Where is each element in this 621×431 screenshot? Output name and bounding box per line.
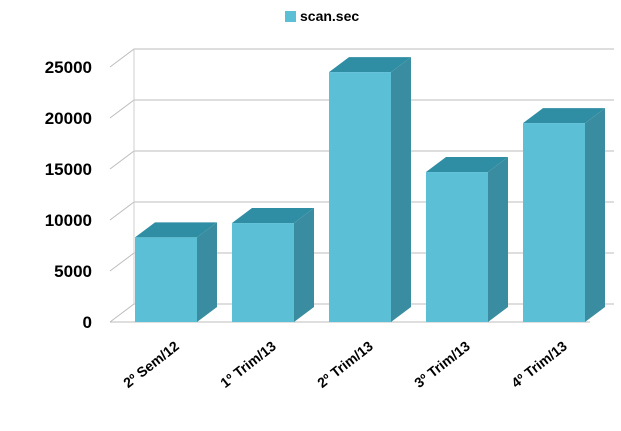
bar — [523, 108, 605, 322]
bar — [426, 157, 508, 322]
bar-side-face — [197, 222, 217, 322]
bar-top-face — [426, 157, 508, 173]
bar-top-face — [523, 108, 605, 124]
x-tick-label: 4º Trim/13 — [508, 338, 570, 391]
bar-front-face — [329, 72, 391, 322]
bar — [232, 208, 314, 322]
bar-front-face — [232, 223, 294, 322]
y-tick-label: 5000 — [54, 262, 92, 281]
bar — [329, 57, 411, 322]
x-tick-label: 2º Sem/12 — [120, 338, 182, 391]
bar-side-face — [294, 208, 314, 322]
y-tick-label: 15000 — [45, 160, 92, 179]
x-tick-label: 3º Trim/13 — [411, 338, 473, 391]
y-tick-label: 25000 — [45, 58, 92, 77]
x-axis-ticks: 2º Sem/12 1º Trim/13 2º Trim/13 3º Trim/13 4… — [120, 338, 570, 391]
bars — [135, 57, 605, 322]
legend: scan.sec — [285, 8, 359, 24]
bar-front-face — [523, 123, 585, 322]
bar — [135, 222, 217, 322]
x-tick-label: 2º Trim/13 — [314, 338, 376, 391]
bar-front-face — [426, 172, 488, 322]
legend-label: scan.sec — [300, 8, 359, 24]
y-tick-label: 0 — [83, 313, 92, 332]
bar-side-face — [391, 57, 411, 322]
bar-side-face — [488, 157, 508, 322]
bar-top-face — [329, 57, 411, 73]
bar-top-face — [135, 222, 217, 238]
bar-front-face — [135, 237, 197, 322]
bar-side-face — [585, 108, 605, 322]
x-tick-label: 1º Trim/13 — [217, 338, 279, 391]
bar-top-face — [232, 208, 314, 224]
legend-swatch — [285, 11, 296, 22]
y-tick-label: 20000 — [45, 109, 92, 128]
y-axis-ticks: 0 5000 10000 15000 20000 25000 — [45, 58, 92, 332]
y-tick-label: 10000 — [45, 211, 92, 230]
